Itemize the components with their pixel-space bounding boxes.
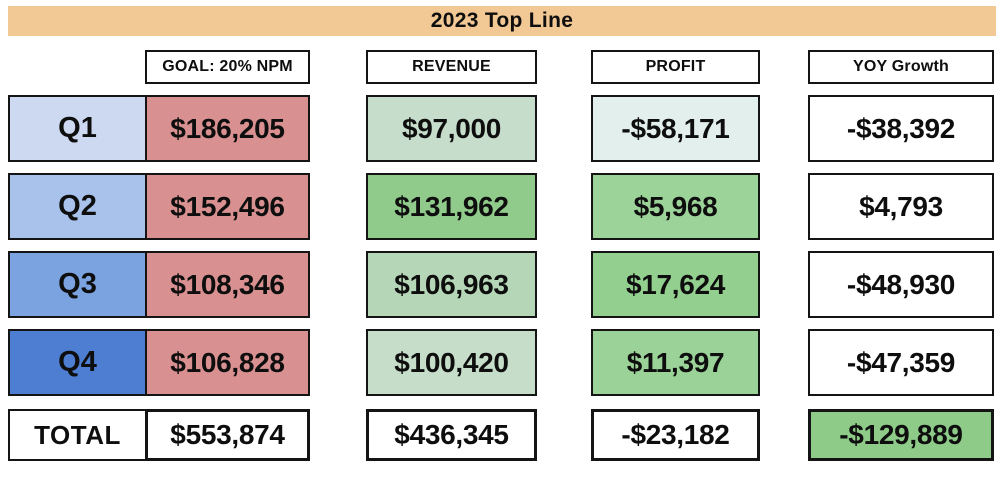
quarter-label-cell: Q2: [8, 173, 147, 240]
total-goal-cell: $553,874: [145, 409, 310, 461]
revenue-value-cell: $97,000: [366, 95, 537, 162]
goal-value-cell: $106,828: [145, 329, 310, 396]
total-yoy-cell: -$129,889: [808, 409, 994, 461]
quarter-label-cell: Q1: [8, 95, 147, 162]
column-header-revenue: REVENUE: [366, 50, 537, 84]
revenue-value-cell: $131,962: [366, 173, 537, 240]
goal-value-cell: $108,346: [145, 251, 310, 318]
quarter-label-cell: Q3: [8, 251, 147, 318]
yoy-value-cell: -$48,930: [808, 251, 994, 318]
revenue-value-cell: $106,963: [366, 251, 537, 318]
profit-value-cell: $17,624: [591, 251, 760, 318]
profit-value-cell: $11,397: [591, 329, 760, 396]
total-revenue-cell: $436,345: [366, 409, 537, 461]
quarter-label-cell: Q4: [8, 329, 147, 396]
yoy-value-cell: $4,793: [808, 173, 994, 240]
yoy-value-cell: -$47,359: [808, 329, 994, 396]
title-banner: 2023 Top Line: [8, 6, 996, 36]
goal-value-cell: $152,496: [145, 173, 310, 240]
total-profit-cell: -$23,182: [591, 409, 760, 461]
revenue-value-cell: $100,420: [366, 329, 537, 396]
column-header-yoy-growth: YOY Growth: [808, 50, 994, 84]
profit-value-cell: $5,968: [591, 173, 760, 240]
page-title: 2023 Top Line: [430, 9, 574, 32]
column-header-profit: PROFIT: [591, 50, 760, 84]
total-label-cell: TOTAL: [8, 409, 147, 461]
yoy-value-cell: -$38,392: [808, 95, 994, 162]
goal-value-cell: $186,205: [145, 95, 310, 162]
column-header-goal: GOAL: 20% NPM: [145, 50, 310, 84]
profit-value-cell: -$58,171: [591, 95, 760, 162]
